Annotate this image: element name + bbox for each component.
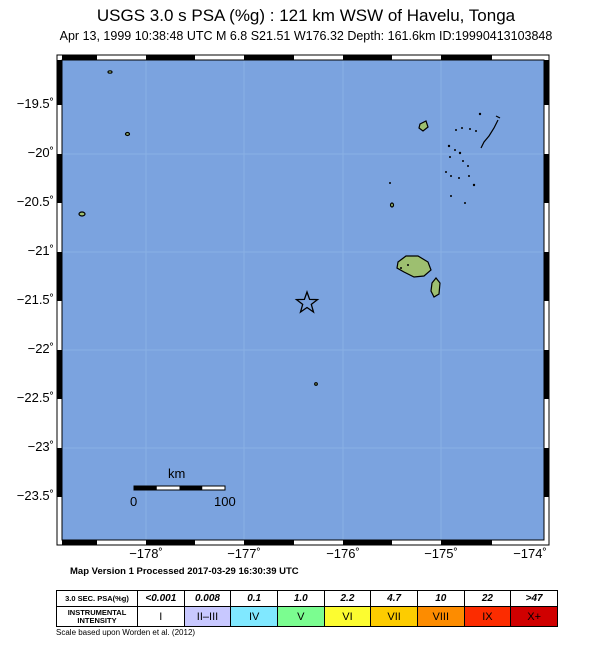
island-north-1 [418, 120, 429, 132]
island-south-1 [314, 382, 318, 386]
ha-apai-islands [480, 115, 501, 149]
lat-label: −20.5˚ [16, 194, 54, 209]
small-islets [389, 112, 482, 269]
lat-label: −19.5˚ [16, 96, 54, 111]
lat-label: −22.5˚ [16, 390, 54, 405]
legend-intensity-cell: II–III [183, 606, 232, 627]
legend-psa-value: 2.2 [323, 590, 372, 607]
lat-label: −21.5˚ [16, 292, 54, 307]
scale-bar [133, 485, 226, 491]
tongatapu-island [396, 255, 432, 278]
lon-label: −174˚ [513, 546, 547, 561]
island-center-1 [389, 202, 395, 208]
legend-intensity-cell: VI [323, 606, 372, 627]
legend-psa-value: 22 [463, 590, 512, 607]
legend-psa-value: 4.7 [370, 590, 418, 607]
island-west-1 [124, 131, 131, 137]
lat-label: −21˚ [27, 243, 54, 258]
scale-unit: km [168, 466, 186, 481]
lon-label: −176˚ [326, 546, 360, 561]
lon-label: −175˚ [424, 546, 458, 561]
intensity-header: INSTRUMENTAL INTENSITY [56, 606, 138, 627]
scale-start: 0 [130, 494, 138, 509]
land [78, 70, 441, 386]
lon-label: −178˚ [129, 546, 163, 561]
legend-psa-value: 0.008 [183, 590, 232, 607]
shakemap [56, 54, 550, 546]
legend-psa-value: <0.001 [137, 590, 185, 607]
psa-header: 3.0 SEC. PSA(%g) [56, 590, 138, 607]
legend-psa-value: 0.1 [230, 590, 278, 607]
lat-label: −20˚ [27, 145, 54, 160]
intensity-legend: 3.0 SEC. PSA(%g) <0.001 0.008 0.1 1.0 2.… [56, 590, 558, 627]
legend-psa-value: >47 [510, 590, 558, 607]
processing-note: Map Version 1 Processed 2017-03-29 16:30… [70, 566, 299, 577]
event-details: Apr 13, 1999 10:38:48 UTC M 6.8 S21.51 W… [59, 29, 553, 43]
lon-label: −177˚ [227, 546, 261, 561]
eua-island [430, 277, 441, 298]
island-west-3 [107, 70, 113, 74]
legend-intensity-cell: X+ [510, 606, 558, 627]
legend-intensity-cell: I [137, 606, 185, 627]
epicenter-star [294, 290, 320, 314]
scale-credit: Scale based upon Worden et al. (2012) [56, 628, 196, 637]
lat-label: −22˚ [27, 341, 54, 356]
map-frame [56, 54, 550, 546]
legend-psa-value: 1.0 [276, 590, 325, 607]
legend-intensity-cell: VIII [416, 606, 465, 627]
legend-intensity-cell: IV [230, 606, 278, 627]
graticule [62, 60, 544, 540]
island-west-2 [78, 211, 86, 217]
legend-psa-value: 10 [416, 590, 465, 607]
map-title: USGS 3.0 s PSA (%g) : 121 km WSW of Have… [96, 6, 516, 25]
lat-label: −23˚ [27, 439, 54, 454]
legend-intensity-cell: IX [463, 606, 512, 627]
legend-intensity-cell: V [276, 606, 325, 627]
legend-intensity-cell: VII [370, 606, 418, 627]
scale-end: 100 [214, 494, 236, 509]
lat-label: −23.5˚ [16, 488, 54, 503]
